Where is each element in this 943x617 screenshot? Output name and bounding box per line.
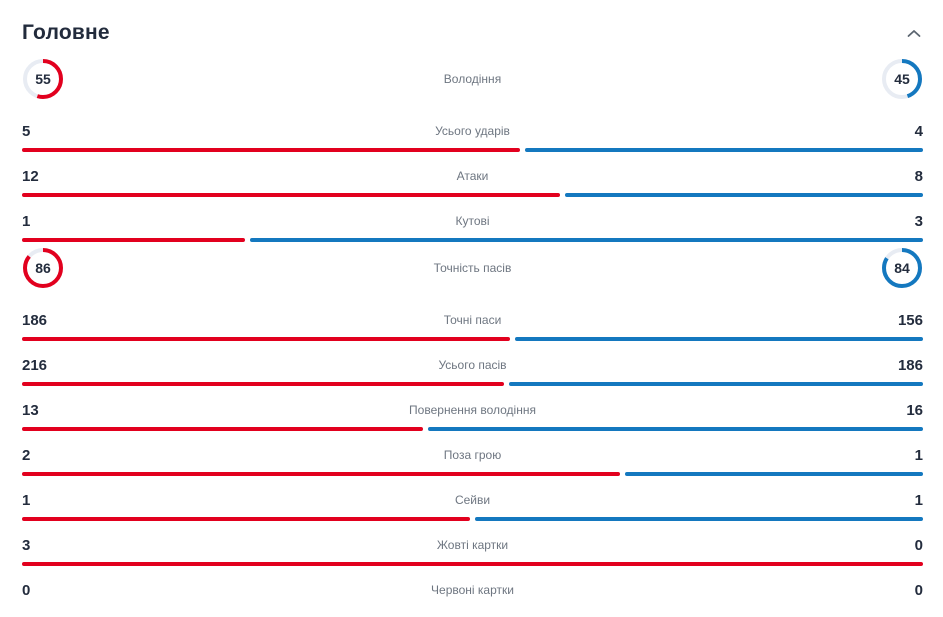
comparison-bar	[22, 382, 923, 386]
stat-label: Червоні картки	[431, 583, 514, 597]
stat-label: Кутові	[455, 214, 490, 228]
home-bar-segment	[22, 517, 470, 521]
away-value: 3	[914, 212, 923, 230]
home-bar-segment	[22, 562, 923, 566]
away-bar-segment	[428, 427, 923, 431]
stat-label: Усього ударів	[435, 124, 510, 138]
stat-row-bar: 186 Точні паси 156	[22, 299, 923, 341]
home-value: 0	[22, 581, 31, 599]
away-bar-segment	[514, 337, 923, 341]
comparison-bar	[22, 427, 923, 431]
stat-row-bar: 2 Поза грою 1	[22, 434, 923, 476]
comparison-bar	[22, 472, 923, 476]
stat-row-bar: 5 Усього ударів 4	[22, 110, 923, 152]
stat-row-bar: 216 Усього пасів 186	[22, 344, 923, 386]
away-bar-segment	[249, 238, 923, 242]
stat-row-bar: 12 Атаки 8	[22, 155, 923, 197]
stats-list: 55 Володіння 45 5 Усього ударів 4 12 Ата…	[0, 56, 943, 611]
section-header: Головне	[0, 0, 943, 54]
home-value: 186	[22, 311, 48, 329]
section-title: Головне	[22, 21, 110, 44]
home-value: 5	[22, 122, 31, 140]
home-bar-segment	[22, 238, 245, 242]
stat-row-bar: 1 Кутові 3	[22, 200, 923, 242]
away-donut: 84	[881, 247, 923, 289]
home-donut-value: 86	[35, 260, 51, 276]
home-value: 12	[22, 167, 39, 185]
away-bar-segment	[508, 382, 923, 386]
home-value: 13	[22, 401, 39, 419]
away-value: 186	[897, 356, 923, 374]
stat-label: Жовті картки	[436, 538, 509, 552]
comparison-bar	[22, 238, 923, 242]
comparison-bar	[22, 193, 923, 197]
away-bar-segment	[475, 517, 923, 521]
comparison-bar	[22, 337, 923, 341]
home-donut: 86	[22, 247, 64, 289]
stat-label: Точність пасів	[433, 261, 512, 275]
home-donut: 55	[22, 58, 64, 100]
away-donut: 45	[881, 58, 923, 100]
stat-label: Сейви	[454, 493, 491, 507]
away-value: 1	[914, 491, 923, 509]
stat-label: Атаки	[456, 169, 489, 183]
home-bar-segment	[22, 193, 561, 197]
stat-label: Точні паси	[443, 313, 502, 327]
away-value: 4	[914, 122, 923, 140]
away-value: 1	[914, 446, 923, 464]
home-value: 1	[22, 212, 31, 230]
stat-row-donut: 86 Точність пасів 84	[22, 245, 923, 291]
home-bar-segment	[22, 382, 504, 386]
away-bar-segment	[625, 472, 923, 476]
stat-row-bar: 3 Жовті картки 0	[22, 524, 923, 566]
stat-label: Усього пасів	[438, 358, 507, 372]
home-value: 3	[22, 536, 31, 554]
stat-row-donut: 55 Володіння 45	[22, 56, 923, 102]
stat-label: Поза грою	[443, 448, 502, 462]
away-bar-segment	[525, 148, 923, 152]
stat-label: Володіння	[443, 72, 502, 86]
away-donut-value: 45	[894, 71, 910, 87]
away-value: 0	[914, 581, 923, 599]
comparison-bar	[22, 562, 923, 566]
stat-label: Повернення володіння	[409, 403, 536, 417]
comparison-bar	[22, 517, 923, 521]
home-bar-segment	[22, 472, 621, 476]
away-value: 8	[914, 167, 923, 185]
home-bar-segment	[22, 427, 424, 431]
collapse-section-button[interactable]	[905, 27, 923, 40]
stat-row-bar: 13 Повернення володіння 16	[22, 389, 923, 431]
home-value: 2	[22, 446, 31, 464]
away-bar-segment	[565, 193, 923, 197]
away-value: 0	[914, 536, 923, 554]
home-bar-segment	[22, 337, 510, 341]
home-value: 1	[22, 491, 31, 509]
away-value: 156	[897, 311, 923, 329]
comparison-bar	[22, 148, 923, 152]
home-donut-value: 55	[35, 71, 51, 87]
chevron-up-icon	[907, 26, 921, 41]
home-value: 216	[22, 356, 48, 374]
home-bar-segment	[22, 148, 521, 152]
away-value: 16	[906, 401, 923, 419]
away-donut-value: 84	[894, 260, 910, 276]
stat-row-bar: 1 Сейви 1	[22, 479, 923, 521]
stat-row-bar: 0 Червоні картки 0	[22, 569, 923, 611]
